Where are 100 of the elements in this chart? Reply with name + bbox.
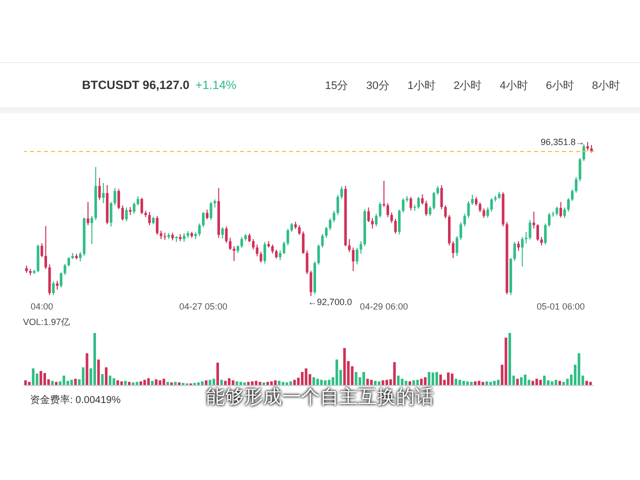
bar [86, 353, 88, 385]
bar [43, 373, 46, 385]
bar [478, 380, 480, 385]
bar [524, 374, 526, 385]
bar [289, 381, 292, 385]
candlestick [428, 206, 432, 216]
bar [532, 380, 534, 385]
bar [204, 380, 208, 385]
text: 15分 [325, 79, 348, 93]
bar [154, 379, 158, 385]
candlestick [90, 215, 94, 245]
bar [140, 381, 142, 385]
chart-title: VOL:1.97亿 [23, 317, 70, 327]
candlestick [302, 230, 305, 254]
bar [516, 378, 519, 385]
candlestick [471, 194, 474, 206]
candlestick [148, 212, 151, 226]
bar [243, 382, 246, 385]
bar [170, 382, 173, 385]
candlestick [382, 180, 386, 208]
bar [208, 380, 212, 385]
candlestick [440, 184, 443, 210]
candlestick [398, 209, 401, 235]
bar [489, 382, 492, 385]
bar [470, 382, 473, 385]
bar [147, 378, 150, 385]
bar [493, 380, 496, 385]
bar [82, 367, 84, 385]
text: 能够形成一个自主互换的话 [206, 387, 434, 408]
bar [258, 382, 262, 385]
bar [104, 367, 108, 385]
bar [51, 380, 54, 385]
candlestick [221, 226, 224, 240]
candlestick [79, 252, 82, 262]
candlestick [402, 198, 404, 213]
text: 30分 [366, 79, 390, 93]
candlestick [324, 226, 328, 238]
bar [454, 378, 458, 385]
candlestick [452, 240, 454, 259]
bar [224, 380, 227, 385]
candlestick [102, 182, 105, 204]
bar [485, 381, 488, 385]
bar [136, 382, 138, 385]
candlestick [210, 201, 212, 221]
candlestick [536, 224, 539, 242]
bar [120, 381, 123, 385]
bar [312, 377, 316, 385]
bar [343, 348, 346, 385]
candlestick [444, 204, 447, 219]
candlestick [110, 201, 112, 227]
bar [112, 378, 116, 385]
bar [508, 333, 512, 385]
bar [558, 380, 562, 385]
bar [304, 368, 308, 385]
bar [496, 380, 500, 385]
candlestick [532, 211, 536, 230]
bar [216, 362, 219, 385]
candlestick [374, 213, 378, 227]
text: 6小时 [546, 79, 574, 93]
candlestick [264, 242, 266, 264]
text: 2小时 [454, 79, 482, 93]
candlestick [52, 280, 55, 296]
bar [535, 378, 538, 385]
bar [228, 378, 231, 385]
candlestick [486, 206, 490, 218]
candlestick [460, 222, 462, 240]
candlestick [490, 198, 493, 212]
candlestick [310, 270, 312, 296]
candlestick [225, 226, 228, 244]
candlestick [582, 144, 586, 162]
x-tick-label: 04-29 06:00 [360, 302, 408, 312]
candlestick [463, 213, 466, 227]
bar [101, 374, 104, 385]
candlestick [67, 256, 70, 267]
bar [220, 380, 223, 385]
bar [162, 378, 166, 385]
candlestick [478, 202, 482, 213]
candlestick [64, 263, 66, 276]
text: 资金费率: 0.00419% [30, 394, 121, 407]
bar [300, 372, 304, 385]
candlestick [574, 176, 578, 194]
bar [270, 381, 273, 385]
candlestick [232, 246, 236, 262]
bar [550, 381, 554, 385]
bar [158, 380, 162, 385]
bar [74, 378, 77, 385]
bar [520, 377, 523, 385]
candlestick [286, 228, 290, 246]
text: 4小时 [500, 79, 528, 93]
candlestick [513, 242, 516, 262]
annotation: 96,351.8→ [540, 137, 585, 147]
x-tick-label: 04:00 [30, 302, 54, 312]
bar [393, 362, 396, 385]
candlestick [140, 197, 144, 215]
candlestick [360, 240, 362, 254]
bar [578, 353, 580, 385]
candlestick [467, 200, 470, 218]
candlestick [60, 272, 62, 288]
candlestick [544, 222, 547, 246]
candlestick [340, 186, 343, 200]
